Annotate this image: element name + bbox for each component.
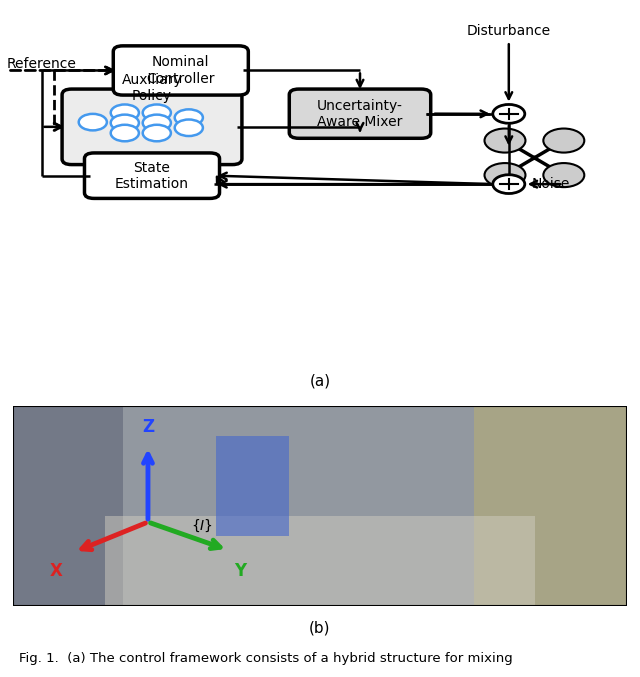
Circle shape bbox=[111, 104, 139, 121]
Circle shape bbox=[175, 110, 203, 126]
Bar bbox=[474, 406, 627, 606]
Text: Fig. 1.  (a) The control framework consists of a hybrid structure for mixing: Fig. 1. (a) The control framework consis… bbox=[19, 651, 513, 665]
Circle shape bbox=[493, 175, 525, 194]
Circle shape bbox=[143, 125, 171, 141]
Text: State
Estimation: State Estimation bbox=[115, 160, 189, 191]
Circle shape bbox=[111, 114, 139, 131]
Text: Nominal
Controller: Nominal Controller bbox=[147, 56, 215, 85]
Text: X: X bbox=[49, 562, 62, 580]
Text: (a): (a) bbox=[309, 374, 331, 389]
Text: Z: Z bbox=[142, 418, 154, 436]
Text: (b): (b) bbox=[309, 620, 331, 635]
Circle shape bbox=[484, 163, 525, 187]
Circle shape bbox=[143, 114, 171, 131]
Text: $\{I\}$: $\{I\}$ bbox=[191, 518, 213, 534]
Circle shape bbox=[543, 163, 584, 187]
FancyBboxPatch shape bbox=[289, 89, 431, 138]
Circle shape bbox=[484, 129, 525, 152]
Circle shape bbox=[493, 104, 525, 123]
Text: Y: Y bbox=[234, 562, 246, 580]
Bar bbox=[124, 406, 627, 606]
Circle shape bbox=[175, 120, 203, 136]
Circle shape bbox=[543, 129, 584, 152]
Text: Uncertainty-
Aware Mixer: Uncertainty- Aware Mixer bbox=[317, 99, 403, 129]
FancyBboxPatch shape bbox=[62, 89, 242, 165]
Bar bbox=[105, 516, 535, 606]
Bar bbox=[13, 406, 124, 606]
Text: Reference: Reference bbox=[6, 57, 76, 71]
Circle shape bbox=[111, 125, 139, 141]
Bar bbox=[216, 436, 289, 536]
Circle shape bbox=[143, 104, 171, 121]
FancyBboxPatch shape bbox=[113, 46, 248, 95]
Text: Noise: Noise bbox=[531, 177, 570, 191]
Text: Disturbance: Disturbance bbox=[467, 24, 551, 38]
Circle shape bbox=[79, 114, 107, 131]
Text: Auxiliary
Policy: Auxiliary Policy bbox=[122, 73, 182, 104]
FancyBboxPatch shape bbox=[84, 153, 220, 198]
